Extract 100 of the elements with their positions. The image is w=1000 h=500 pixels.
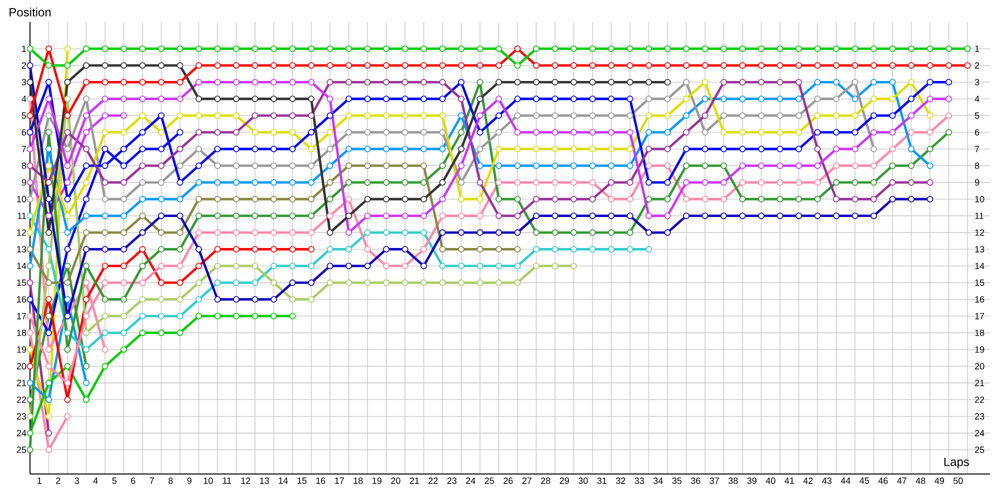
y2-tick-label: 8 [974, 162, 980, 169]
y2-tick-label: 13 [975, 246, 984, 252]
x-tick-label: 22 [428, 478, 438, 484]
x-tick-label: 7 [150, 478, 154, 484]
x-tick-label: 23 [447, 478, 456, 484]
x-tick-label: 43 [822, 478, 832, 484]
y-tick-label: 24 [16, 430, 26, 436]
x-tick-label: 1 [38, 478, 42, 484]
x-tick-label: 50 [953, 478, 963, 484]
y-tick-label: 21 [16, 380, 26, 386]
x-tick-label: 41 [784, 478, 794, 484]
y-tick-label: 20 [16, 363, 26, 370]
y-tick-label: 11 [18, 212, 26, 219]
y-tick-label: 17 [17, 312, 26, 320]
y2-tick-label: 5 [974, 112, 980, 119]
x-tick-label: 11 [222, 478, 232, 484]
y2-tick-label: 12 [975, 229, 984, 236]
y-tick-label: 13 [17, 246, 26, 252]
x-tick-label: 45 [860, 478, 870, 484]
x-tick-label: 16 [316, 478, 326, 484]
y-tick-label: 4 [22, 96, 26, 102]
x-tick-label: 37 [710, 478, 719, 484]
x-tick-label: 19 [372, 478, 382, 484]
x-tick-label: 20 [391, 478, 400, 484]
y2-tick-label: 1 [975, 46, 980, 52]
x-tick-label: 48 [916, 478, 926, 484]
y2-tick-label: 7 [975, 146, 980, 152]
y-tick-label: 7 [22, 146, 26, 152]
y-tick-label: 16 [17, 296, 26, 303]
y2-tick-label: 24 [975, 430, 984, 436]
x-tick-label: 14 [278, 478, 288, 484]
x-tick-label: 33 [634, 478, 644, 484]
y2-tick-label: 6 [975, 129, 980, 136]
x-tick-label: 46 [878, 478, 888, 484]
x-tick-label: 27 [522, 478, 532, 484]
y-tick-label: 15 [17, 280, 26, 286]
y2-tick-label: 9 [974, 179, 980, 186]
y-tick-label: 6 [22, 129, 26, 136]
x-tick-label: 2 [56, 478, 60, 484]
y2-tick-label: 16 [975, 296, 984, 303]
x-tick-label: 47 [897, 478, 906, 484]
x-tick-label: 18 [354, 478, 363, 484]
x-tick-label: 35 [672, 478, 682, 484]
y-tick-label: 12 [17, 229, 26, 236]
y-tick-label: 25 [16, 446, 26, 453]
x-tick-label: 25 [484, 478, 494, 484]
y2-tick-label: 2 [975, 62, 980, 69]
x-tick-label: 13 [260, 478, 269, 484]
x-tick-label: 24 [466, 478, 476, 484]
y2-tick-label: 17 [975, 312, 984, 320]
x-tick-label: 31 [597, 478, 606, 484]
x-tick-label: 42 [803, 478, 813, 484]
y-tick-label: 14 [17, 262, 26, 270]
x-tick-label: 34 [653, 478, 663, 484]
x-tick-label: 29 [560, 478, 569, 484]
y-tick-label: 9 [22, 179, 26, 186]
x-tick-label: 15 [298, 478, 307, 484]
y2-tick-label: 14 [975, 262, 984, 270]
y2-tick-label: 23 [975, 413, 984, 420]
x-tick-label: 44 [840, 478, 850, 484]
x-tick-label: 38 [728, 478, 738, 484]
y-tick-label: 19 [17, 346, 26, 353]
x-tick-label: 28 [541, 478, 550, 484]
y-tick-label: 5 [22, 112, 26, 119]
x-tick-label: 12 [241, 478, 250, 484]
y2-tick-label: 18 [975, 330, 984, 336]
y2-tick-label: 25 [975, 446, 984, 453]
y2-tick-label: 4 [974, 96, 980, 102]
y-tick-label: 3 [22, 78, 26, 86]
x-tick-label: 40 [766, 478, 776, 484]
y-tick-label: 1 [22, 46, 26, 52]
y2-tick-label: 22 [975, 396, 984, 403]
y2-tick-label: 15 [975, 280, 984, 286]
x-tick-label: 8 [168, 478, 173, 484]
x-tick-label: 32 [616, 478, 626, 484]
x-tick-label: 21 [410, 478, 419, 484]
x-axis-title: Laps [944, 458, 969, 468]
x-tick-label: 17 [335, 478, 344, 484]
y2-tick-label: 20 [975, 363, 984, 370]
y2-tick-label: 19 [975, 346, 984, 353]
x-tick-label: 6 [131, 478, 136, 484]
x-tick-label: 30 [578, 478, 588, 484]
y-axis-title: Position [10, 8, 51, 16]
x-tick-label: 9 [187, 478, 192, 484]
x-tick-label: 3 [74, 478, 79, 484]
y-tick-label: 23 [16, 413, 26, 420]
x-tick-label: 49 [934, 478, 944, 484]
x-tick-label: 10 [204, 478, 213, 484]
y-tick-label: 2 [22, 62, 26, 69]
y2-tick-label: 21 [975, 380, 984, 386]
x-tick-label: 39 [747, 478, 756, 484]
y2-tick-label: 3 [974, 78, 980, 86]
y2-tick-label: 11 [975, 212, 984, 219]
x-tick-label: 36 [690, 478, 700, 484]
x-tick-label: 26 [504, 478, 513, 484]
x-tick-label: 5 [112, 478, 116, 484]
y2-tick-label: 10 [975, 196, 984, 202]
y-tick-label: 22 [16, 396, 26, 403]
y-tick-label: 10 [17, 196, 26, 202]
x-tick-label: 4 [93, 478, 98, 484]
